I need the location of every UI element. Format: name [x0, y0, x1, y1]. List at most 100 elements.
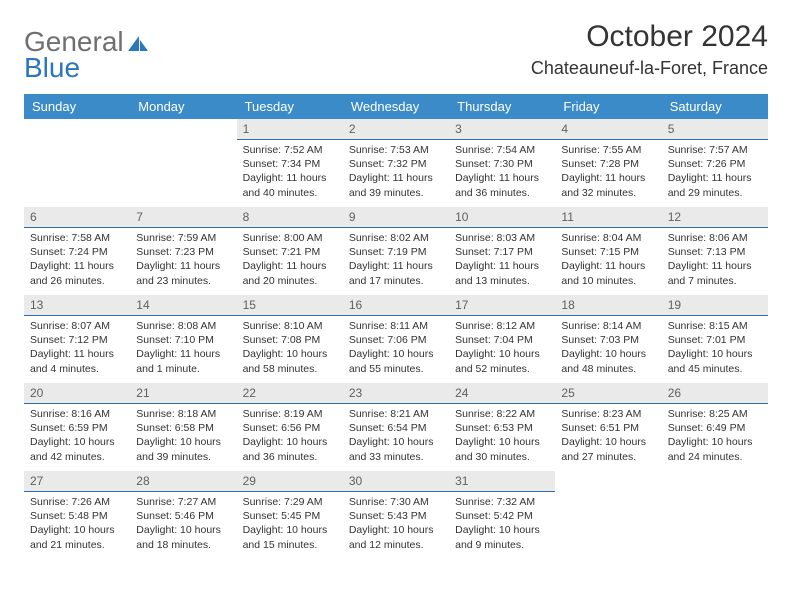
calendar-week-row: 20Sunrise: 8:16 AMSunset: 6:59 PMDayligh…	[24, 383, 768, 471]
day-number: 29	[237, 471, 343, 492]
day-number: 12	[662, 207, 768, 228]
calendar-day-cell: 5Sunrise: 7:57 AMSunset: 7:26 PMDaylight…	[662, 119, 768, 207]
calendar-day-cell: 13Sunrise: 8:07 AMSunset: 7:12 PMDayligh…	[24, 295, 130, 383]
calendar-day-cell: 23Sunrise: 8:21 AMSunset: 6:54 PMDayligh…	[343, 383, 449, 471]
calendar-day-cell	[555, 471, 661, 559]
day-info: Sunrise: 7:32 AMSunset: 5:42 PMDaylight:…	[449, 492, 555, 558]
day-number: 28	[130, 471, 236, 492]
day-number: 10	[449, 207, 555, 228]
day-info: Sunrise: 8:02 AMSunset: 7:19 PMDaylight:…	[343, 228, 449, 294]
day-number: 22	[237, 383, 343, 404]
calendar-day-cell: 14Sunrise: 8:08 AMSunset: 7:10 PMDayligh…	[130, 295, 236, 383]
title-block: October 2024 Chateauneuf-la-Foret, Franc…	[531, 20, 768, 79]
calendar-day-cell: 15Sunrise: 8:10 AMSunset: 7:08 PMDayligh…	[237, 295, 343, 383]
calendar-day-cell: 31Sunrise: 7:32 AMSunset: 5:42 PMDayligh…	[449, 471, 555, 559]
weekday-header: Tuesday	[237, 94, 343, 119]
day-number: 2	[343, 119, 449, 140]
day-info: Sunrise: 8:23 AMSunset: 6:51 PMDaylight:…	[555, 404, 661, 470]
day-number: 4	[555, 119, 661, 140]
calendar-day-cell: 11Sunrise: 8:04 AMSunset: 7:15 PMDayligh…	[555, 207, 661, 295]
calendar-day-cell: 30Sunrise: 7:30 AMSunset: 5:43 PMDayligh…	[343, 471, 449, 559]
day-info: Sunrise: 8:15 AMSunset: 7:01 PMDaylight:…	[662, 316, 768, 382]
day-info: Sunrise: 7:26 AMSunset: 5:48 PMDaylight:…	[24, 492, 130, 558]
day-info: Sunrise: 8:00 AMSunset: 7:21 PMDaylight:…	[237, 228, 343, 294]
calendar-day-cell: 29Sunrise: 7:29 AMSunset: 5:45 PMDayligh…	[237, 471, 343, 559]
calendar-day-cell: 8Sunrise: 8:00 AMSunset: 7:21 PMDaylight…	[237, 207, 343, 295]
calendar-day-cell: 17Sunrise: 8:12 AMSunset: 7:04 PMDayligh…	[449, 295, 555, 383]
calendar-week-row: 6Sunrise: 7:58 AMSunset: 7:24 PMDaylight…	[24, 207, 768, 295]
day-info: Sunrise: 7:53 AMSunset: 7:32 PMDaylight:…	[343, 140, 449, 206]
calendar-day-cell: 12Sunrise: 8:06 AMSunset: 7:13 PMDayligh…	[662, 207, 768, 295]
day-info: Sunrise: 8:06 AMSunset: 7:13 PMDaylight:…	[662, 228, 768, 294]
calendar-day-cell: 10Sunrise: 8:03 AMSunset: 7:17 PMDayligh…	[449, 207, 555, 295]
day-info: Sunrise: 7:55 AMSunset: 7:28 PMDaylight:…	[555, 140, 661, 206]
day-info: Sunrise: 7:27 AMSunset: 5:46 PMDaylight:…	[130, 492, 236, 558]
calendar-day-cell: 3Sunrise: 7:54 AMSunset: 7:30 PMDaylight…	[449, 119, 555, 207]
weekday-header: Sunday	[24, 94, 130, 119]
day-number: 19	[662, 295, 768, 316]
weekday-header: Thursday	[449, 94, 555, 119]
day-number: 25	[555, 383, 661, 404]
calendar-day-cell: 16Sunrise: 8:11 AMSunset: 7:06 PMDayligh…	[343, 295, 449, 383]
calendar-table: Sunday Monday Tuesday Wednesday Thursday…	[24, 94, 768, 559]
day-number: 26	[662, 383, 768, 404]
calendar-week-row: 13Sunrise: 8:07 AMSunset: 7:12 PMDayligh…	[24, 295, 768, 383]
calendar-day-cell: 18Sunrise: 8:14 AMSunset: 7:03 PMDayligh…	[555, 295, 661, 383]
day-number: 18	[555, 295, 661, 316]
day-number: 20	[24, 383, 130, 404]
day-info: Sunrise: 8:18 AMSunset: 6:58 PMDaylight:…	[130, 404, 236, 470]
calendar-day-cell: 28Sunrise: 7:27 AMSunset: 5:46 PMDayligh…	[130, 471, 236, 559]
brand-logo: GeneralBlue	[24, 20, 152, 84]
day-info: Sunrise: 8:22 AMSunset: 6:53 PMDaylight:…	[449, 404, 555, 470]
calendar-day-cell: 7Sunrise: 7:59 AMSunset: 7:23 PMDaylight…	[130, 207, 236, 295]
calendar-day-cell: 25Sunrise: 8:23 AMSunset: 6:51 PMDayligh…	[555, 383, 661, 471]
month-title: October 2024	[531, 20, 768, 54]
day-info: Sunrise: 8:21 AMSunset: 6:54 PMDaylight:…	[343, 404, 449, 470]
day-number: 5	[662, 119, 768, 140]
calendar-day-cell	[662, 471, 768, 559]
calendar-day-cell: 21Sunrise: 8:18 AMSunset: 6:58 PMDayligh…	[130, 383, 236, 471]
day-number: 13	[24, 295, 130, 316]
day-info: Sunrise: 8:03 AMSunset: 7:17 PMDaylight:…	[449, 228, 555, 294]
day-number: 15	[237, 295, 343, 316]
day-number: 31	[449, 471, 555, 492]
weekday-header-row: Sunday Monday Tuesday Wednesday Thursday…	[24, 94, 768, 119]
day-info: Sunrise: 8:11 AMSunset: 7:06 PMDaylight:…	[343, 316, 449, 382]
calendar-day-cell	[130, 119, 236, 207]
day-info: Sunrise: 7:54 AMSunset: 7:30 PMDaylight:…	[449, 140, 555, 206]
weekday-header: Saturday	[662, 94, 768, 119]
day-number: 14	[130, 295, 236, 316]
day-number: 24	[449, 383, 555, 404]
day-number: 30	[343, 471, 449, 492]
day-number: 23	[343, 383, 449, 404]
day-info: Sunrise: 8:12 AMSunset: 7:04 PMDaylight:…	[449, 316, 555, 382]
day-info: Sunrise: 7:30 AMSunset: 5:43 PMDaylight:…	[343, 492, 449, 558]
calendar-day-cell: 22Sunrise: 8:19 AMSunset: 6:56 PMDayligh…	[237, 383, 343, 471]
day-number: 1	[237, 119, 343, 140]
calendar-day-cell: 20Sunrise: 8:16 AMSunset: 6:59 PMDayligh…	[24, 383, 130, 471]
day-info: Sunrise: 8:04 AMSunset: 7:15 PMDaylight:…	[555, 228, 661, 294]
calendar-week-row: 1Sunrise: 7:52 AMSunset: 7:34 PMDaylight…	[24, 119, 768, 207]
day-number: 6	[24, 207, 130, 228]
calendar-day-cell: 2Sunrise: 7:53 AMSunset: 7:32 PMDaylight…	[343, 119, 449, 207]
day-info: Sunrise: 8:08 AMSunset: 7:10 PMDaylight:…	[130, 316, 236, 382]
weekday-header: Monday	[130, 94, 236, 119]
day-info: Sunrise: 7:29 AMSunset: 5:45 PMDaylight:…	[237, 492, 343, 558]
day-info: Sunrise: 7:58 AMSunset: 7:24 PMDaylight:…	[24, 228, 130, 294]
day-info: Sunrise: 7:59 AMSunset: 7:23 PMDaylight:…	[130, 228, 236, 294]
day-info: Sunrise: 8:19 AMSunset: 6:56 PMDaylight:…	[237, 404, 343, 470]
calendar-day-cell: 19Sunrise: 8:15 AMSunset: 7:01 PMDayligh…	[662, 295, 768, 383]
header: GeneralBlue October 2024 Chateauneuf-la-…	[24, 20, 768, 84]
day-number: 9	[343, 207, 449, 228]
calendar-week-row: 27Sunrise: 7:26 AMSunset: 5:48 PMDayligh…	[24, 471, 768, 559]
calendar-day-cell	[24, 119, 130, 207]
location-label: Chateauneuf-la-Foret, France	[531, 58, 768, 79]
day-number: 3	[449, 119, 555, 140]
day-number: 21	[130, 383, 236, 404]
day-info: Sunrise: 7:52 AMSunset: 7:34 PMDaylight:…	[237, 140, 343, 206]
brand-sail-icon	[126, 28, 152, 60]
day-info: Sunrise: 7:57 AMSunset: 7:26 PMDaylight:…	[662, 140, 768, 206]
calendar-day-cell: 24Sunrise: 8:22 AMSunset: 6:53 PMDayligh…	[449, 383, 555, 471]
calendar-day-cell: 27Sunrise: 7:26 AMSunset: 5:48 PMDayligh…	[24, 471, 130, 559]
day-info: Sunrise: 8:10 AMSunset: 7:08 PMDaylight:…	[237, 316, 343, 382]
